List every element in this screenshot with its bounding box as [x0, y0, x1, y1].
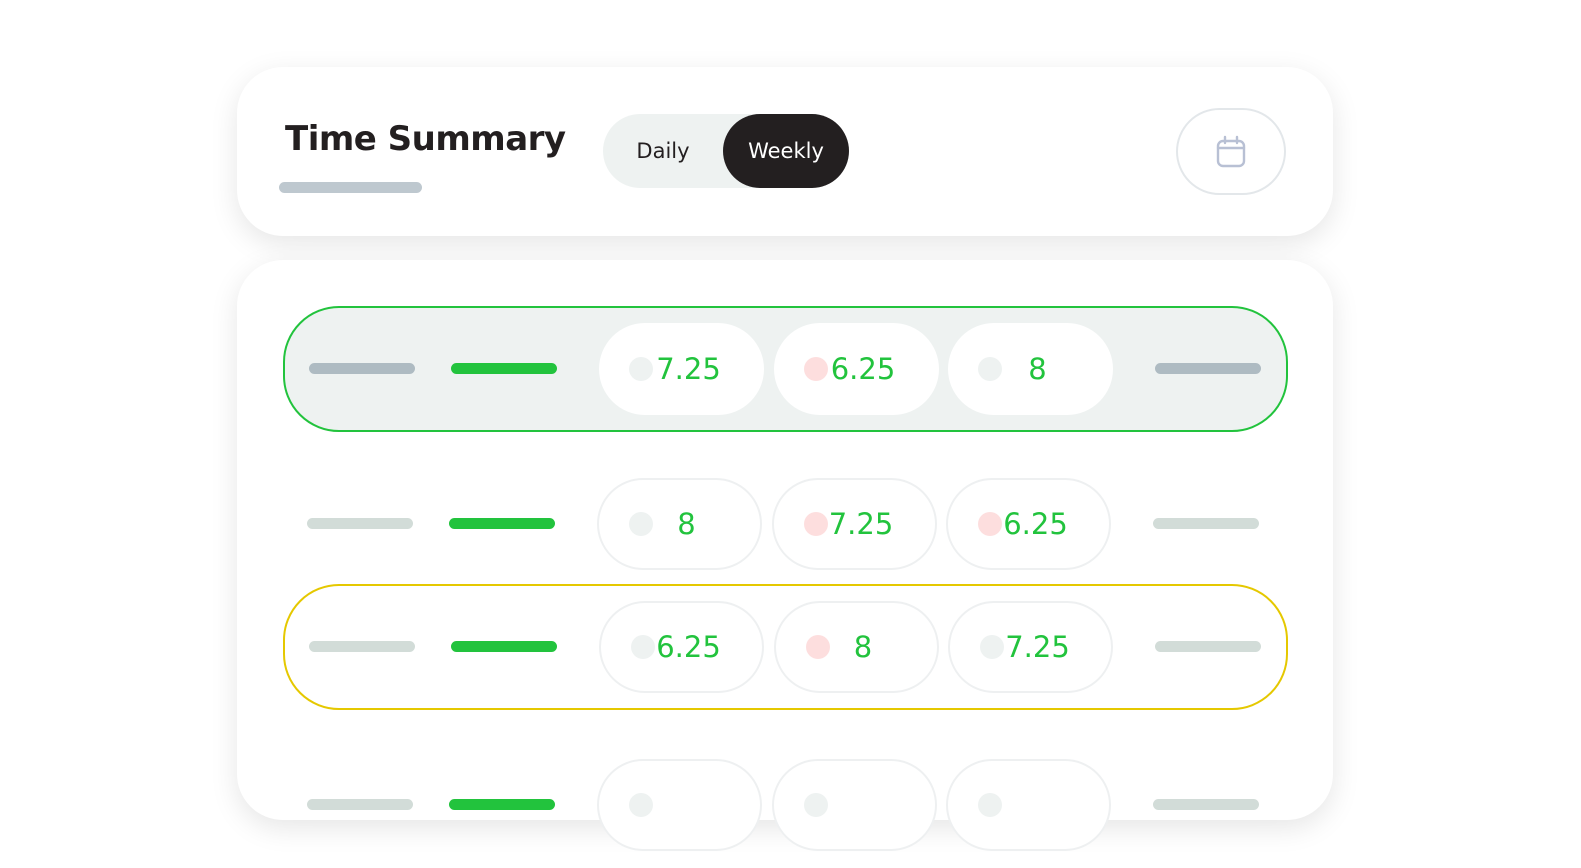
- progress-placeholder: [449, 799, 555, 810]
- hours-value: 7.25: [1005, 630, 1070, 664]
- hours-pill[interactable]: [597, 759, 762, 851]
- header-card: Time Summary Daily Weekly: [237, 67, 1333, 236]
- hours-pill[interactable]: 6.25: [599, 601, 764, 693]
- trailing-placeholder: [1153, 518, 1259, 529]
- hours-value: 6.25: [830, 352, 896, 386]
- toggle-weekly[interactable]: Weekly: [723, 114, 849, 188]
- hours-pill[interactable]: 7.25: [599, 323, 764, 415]
- summary-list-card: 7.25 6.25 8 8 7.25 6.25 6.25 8 7.25: [237, 260, 1333, 851]
- period-toggle: Daily Weekly: [603, 114, 849, 188]
- summary-row[interactable]: [283, 742, 1288, 868]
- hours-pill[interactable]: [771, 759, 937, 851]
- summary-row[interactable]: 8 7.25 6.25: [283, 461, 1288, 587]
- summary-row[interactable]: 6.25 8 7.25: [283, 584, 1288, 710]
- trailing-placeholder: [1153, 799, 1259, 810]
- hours-pill[interactable]: 8: [948, 323, 1113, 415]
- page-title: Time Summary: [285, 119, 566, 159]
- hours-value: 8: [1028, 352, 1047, 386]
- hours-value: 8: [677, 507, 696, 541]
- status-dot: [803, 793, 828, 817]
- label-placeholder: [309, 641, 415, 652]
- status-dot: [978, 357, 1002, 381]
- hours-value: 6.25: [656, 630, 721, 664]
- hours-pill[interactable]: 7.25: [948, 601, 1113, 693]
- title-underline-placeholder: [279, 182, 422, 193]
- progress-placeholder: [449, 518, 555, 529]
- hours-value: 8: [853, 630, 873, 664]
- hours-value: 7.25: [828, 507, 894, 541]
- label-placeholder: [307, 799, 413, 810]
- status-dot: [629, 357, 653, 381]
- status-dot: [629, 793, 653, 817]
- calendar-button[interactable]: [1176, 108, 1286, 195]
- toggle-daily[interactable]: Daily: [636, 139, 690, 163]
- status-dot: [803, 512, 828, 536]
- label-placeholder: [309, 363, 415, 374]
- summary-row[interactable]: 7.25 6.25 8: [283, 306, 1288, 432]
- status-dot: [978, 512, 1002, 536]
- trailing-placeholder: [1155, 641, 1261, 652]
- hours-value: 6.25: [1003, 507, 1068, 541]
- status-dot: [629, 512, 653, 536]
- label-placeholder: [307, 518, 413, 529]
- status-dot: [978, 793, 1002, 817]
- hours-pill[interactable]: [946, 759, 1111, 851]
- status-dot: [980, 635, 1004, 659]
- hours-pill[interactable]: 6.25: [773, 323, 939, 415]
- trailing-placeholder: [1155, 363, 1261, 374]
- hours-pill[interactable]: 7.25: [771, 478, 937, 570]
- status-dot: [631, 635, 655, 659]
- hours-value: 7.25: [656, 352, 721, 386]
- hours-pill[interactable]: 6.25: [946, 478, 1111, 570]
- status-dot: [805, 635, 830, 659]
- progress-placeholder: [451, 363, 557, 374]
- calendar-icon: [1216, 135, 1246, 167]
- hours-pill[interactable]: 8: [597, 478, 762, 570]
- hours-pill[interactable]: 8: [773, 601, 939, 693]
- status-dot: [803, 357, 828, 381]
- progress-placeholder: [451, 641, 557, 652]
